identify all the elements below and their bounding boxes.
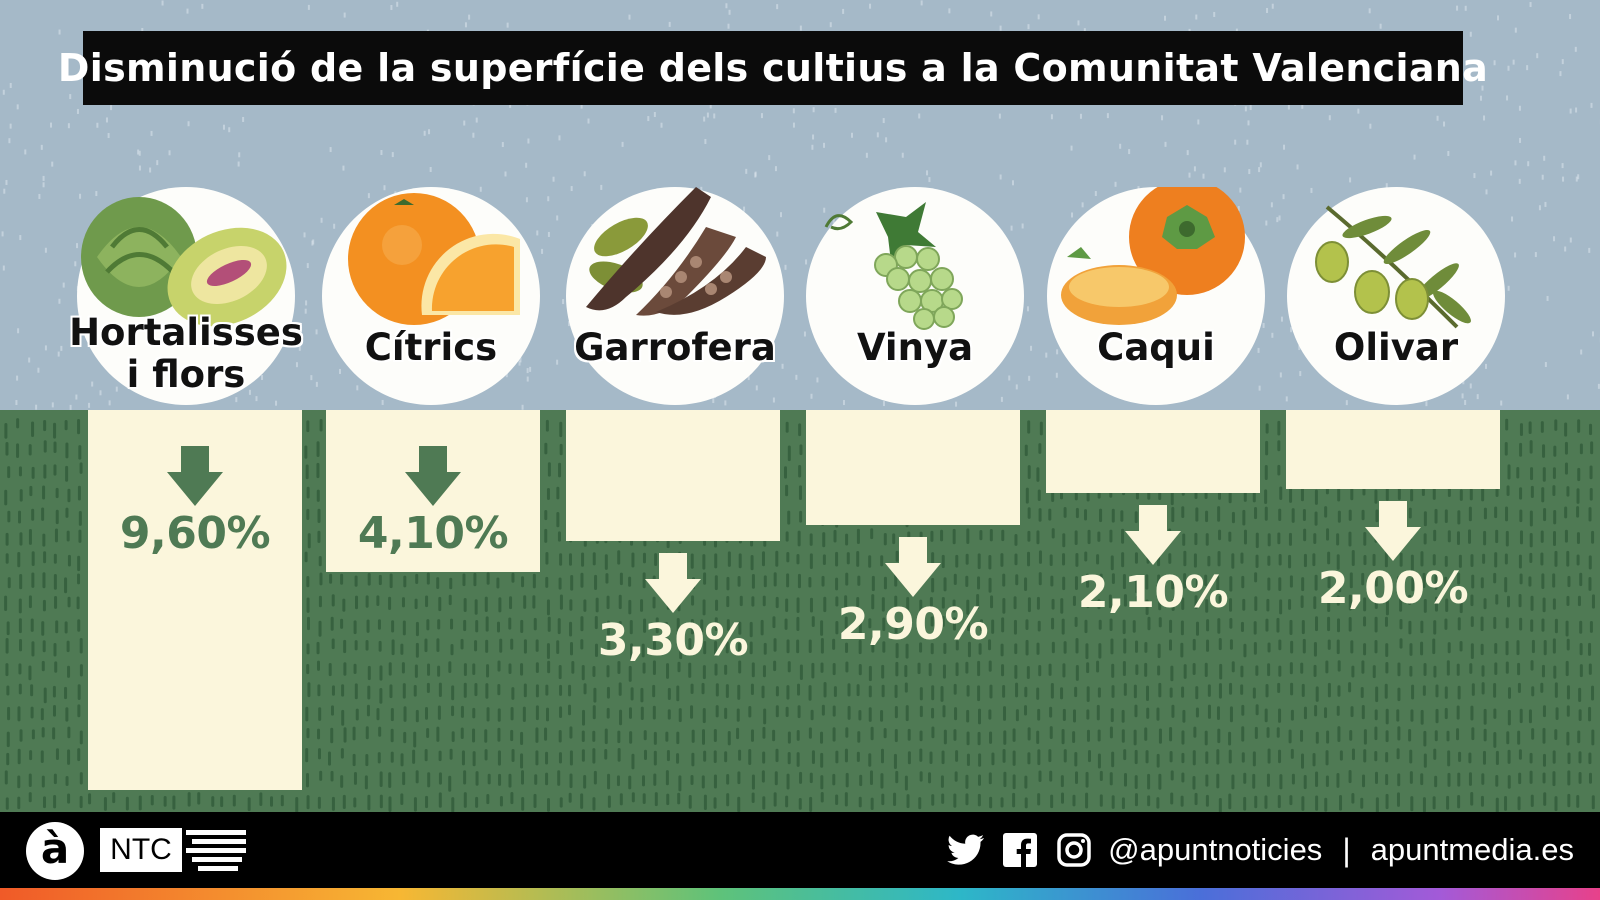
social-links: @apuntnoticies | apuntmedia.es [946, 812, 1574, 888]
instagram-icon[interactable] [1054, 830, 1094, 870]
crop-olivar: Olivar [1287, 187, 1505, 405]
footer-separator: | [1342, 831, 1351, 868]
chart-title-bar: Disminució de la superfície dels cultius… [58, 31, 1488, 105]
website-link[interactable]: apuntmedia.es [1370, 832, 1574, 867]
value-label: 3,30% [597, 615, 749, 666]
crop-caqui: Caqui [1047, 187, 1265, 405]
value-label: 2,10% [1077, 567, 1229, 618]
crop-label-line: Caqui [1097, 326, 1215, 369]
bar [566, 410, 780, 541]
down-arrow-icon [167, 446, 223, 506]
crop-label: Garrofera [546, 327, 804, 369]
bar [1286, 410, 1500, 489]
footer-bar: à NTC @apuntnoticies | apuntmedia.es [0, 812, 1600, 888]
crop-label: Olivar [1267, 327, 1525, 369]
crop-vinya: Vinya [806, 187, 1024, 405]
chart-title: Disminució de la superfície dels cultius… [57, 46, 1489, 90]
bar [806, 410, 1020, 525]
crop-label-line: Olivar [1333, 326, 1459, 369]
crop-label: Cítrics [302, 327, 560, 369]
crop-label: Caqui [1027, 327, 1285, 369]
down-arrow-icon [645, 553, 701, 613]
grapes-icon [824, 202, 963, 330]
down-arrow-icon [885, 537, 941, 597]
down-arrow-icon [405, 446, 461, 506]
orange-icon [348, 193, 520, 325]
value-label: 9,60% [119, 508, 271, 559]
artichoke-icon [81, 197, 287, 327]
ntc-stripes-icon [186, 830, 246, 871]
crop-label-line: Cítrics [364, 326, 498, 369]
ntc-logo[interactable]: NTC [100, 824, 250, 876]
value-label: 4,10% [357, 508, 509, 559]
apunt-logo[interactable]: à [26, 822, 84, 880]
crop-label-line: i flors [126, 353, 246, 396]
crop-hortalisses: Hortalisses i flors [69, 187, 303, 405]
value-label: 2,00% [1317, 563, 1469, 614]
down-arrow-icon [1365, 501, 1421, 561]
crop-label: Vinya [786, 327, 1044, 369]
crop-citrics: Cítrics [322, 187, 540, 405]
bar [1046, 410, 1260, 493]
facebook-icon[interactable] [1000, 830, 1040, 870]
value-label: 2,90% [837, 599, 989, 650]
crop-label-line: Hortalisses [69, 311, 303, 354]
crop-garrofera: Garrofera [566, 187, 784, 405]
crop-label: Hortalisses i flors [57, 312, 315, 396]
social-handle[interactable]: @apuntnoticies [1108, 832, 1323, 867]
twitter-icon[interactable] [946, 830, 986, 870]
crop-label-line: Garrofera [574, 326, 776, 369]
ntc-logo-text: NTC [100, 828, 182, 872]
down-arrow-icon [1125, 505, 1181, 565]
carob-icon [586, 187, 766, 316]
olive-icon [1315, 205, 1471, 329]
rainbow-stripe [0, 888, 1600, 900]
persimmon-icon [1061, 187, 1245, 325]
crop-label-line: Vinya [856, 326, 974, 369]
